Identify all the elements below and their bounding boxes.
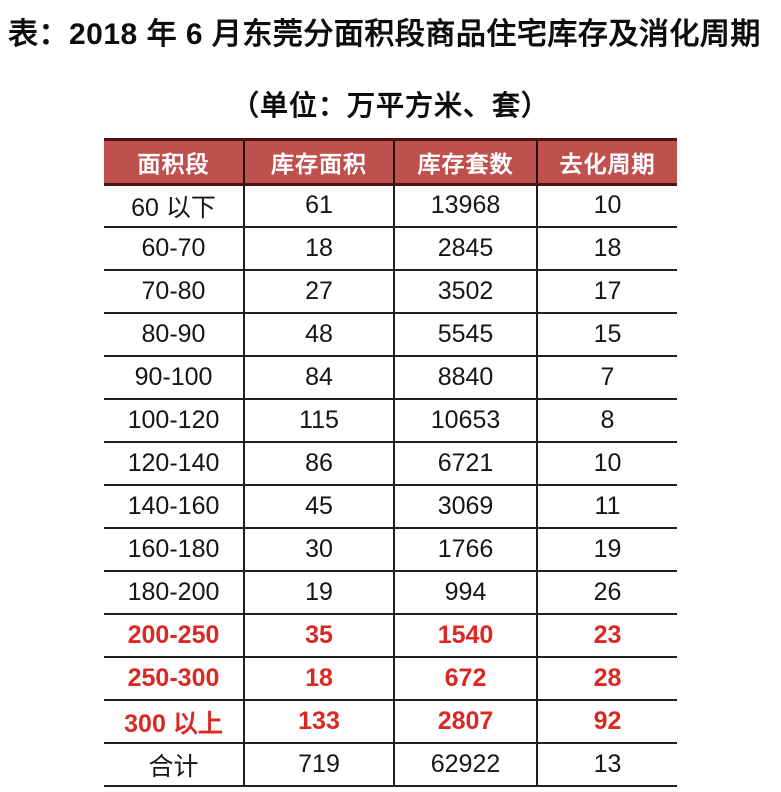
inventory-table: 面积段 库存面积 库存套数 去化周期 60 以下 61 13968 10 60-70 18 284…: [104, 137, 677, 787]
table-cell: 27: [243, 270, 394, 314]
table-row: 100-120 115 10653 8: [104, 399, 677, 443]
table-cell: 70-80: [104, 270, 244, 314]
table-cell: 合计: [104, 743, 244, 787]
table-cell: 19: [243, 571, 394, 615]
table-cell: 300 以上: [104, 700, 244, 744]
table-cell: 140-160: [104, 485, 244, 529]
table-cell: 994: [393, 571, 537, 615]
table-cell: 62922: [393, 743, 537, 787]
table-cell: 672: [393, 657, 537, 701]
table-row: 300 以上 133 2807 92: [104, 700, 677, 744]
table-cell: 719: [243, 743, 394, 787]
table-cell: 18: [536, 227, 677, 271]
column-header: 面积段: [104, 137, 244, 186]
table-body: 60 以下 61 13968 10 60-70 18 2845 18 70-80 27 3502 17…: [104, 184, 677, 787]
table-row: 80-90 48 5545 15: [104, 313, 677, 357]
table-row: 90-100 84 8840 7: [104, 356, 677, 400]
table-cell: 35: [243, 614, 394, 658]
table-cell: 90-100: [104, 356, 244, 400]
table-cell: 10: [536, 184, 677, 228]
table-cell: 15: [536, 313, 677, 357]
column-header: 去化周期: [536, 137, 677, 186]
table-cell: 3069: [393, 485, 537, 529]
table-cell: 2807: [393, 700, 537, 744]
table-cell: 8840: [393, 356, 537, 400]
table-cell: 60-70: [104, 227, 244, 271]
table-cell: 61: [243, 184, 394, 228]
table-cell: 7: [536, 356, 677, 400]
table-cell: 2845: [393, 227, 537, 271]
table-row: 60 以下 61 13968 10: [104, 184, 677, 228]
table-row: 120-140 86 6721 10: [104, 442, 677, 486]
table-cell: 60 以下: [104, 184, 244, 228]
table-cell: 1766: [393, 528, 537, 572]
table-cell: 180-200: [104, 571, 244, 615]
table-cell: 6721: [393, 442, 537, 486]
table-cell: 200-250: [104, 614, 244, 658]
column-header: 库存面积: [243, 137, 394, 186]
table-cell: 23: [536, 614, 677, 658]
table-row: 70-80 27 3502 17: [104, 270, 677, 314]
table-cell: 92: [536, 700, 677, 744]
table-cell: 10: [536, 442, 677, 486]
table-cell: 1540: [393, 614, 537, 658]
table-row: 合计 719 62922 13: [104, 743, 677, 787]
column-header: 库存套数: [393, 137, 537, 186]
table-cell: 19: [536, 528, 677, 572]
table-cell: 250-300: [104, 657, 244, 701]
table-row: 140-160 45 3069 11: [104, 485, 677, 529]
table-cell: 18: [243, 227, 394, 271]
table-cell: 48: [243, 313, 394, 357]
table-cell: 115: [243, 399, 394, 443]
table-cell: 84: [243, 356, 394, 400]
table-cell: 80-90: [104, 313, 244, 357]
table-cell: 133: [243, 700, 394, 744]
table-cell: 11: [536, 485, 677, 529]
table-title: 表：2018 年 6 月东莞分面积段商品住宅库存及消化周期: [8, 18, 761, 51]
table-cell: 26: [536, 571, 677, 615]
table-cell: 30: [243, 528, 394, 572]
table-cell: 17: [536, 270, 677, 314]
table-cell: 3502: [393, 270, 537, 314]
table-cell: 120-140: [104, 442, 244, 486]
table-row: 200-250 35 1540 23: [104, 614, 677, 658]
table-cell: 160-180: [104, 528, 244, 572]
table-cell: 86: [243, 442, 394, 486]
header-row: 面积段 库存面积 库存套数 去化周期: [104, 137, 677, 186]
table-row: 250-300 18 672 28: [104, 657, 677, 701]
table-cell: 18: [243, 657, 394, 701]
table-cell: 100-120: [104, 399, 244, 443]
table-row: 180-200 19 994 26: [104, 571, 677, 615]
table-row: 160-180 30 1766 19: [104, 528, 677, 572]
table-cell: 28: [536, 657, 677, 701]
table-cell: 10653: [393, 399, 537, 443]
table-cell: 5545: [393, 313, 537, 357]
unit-note: （单位：万平方米、套）: [230, 89, 550, 121]
table-cell: 13968: [393, 184, 537, 228]
table-cell: 13: [536, 743, 677, 787]
table-cell: 8: [536, 399, 677, 443]
table-cell: 45: [243, 485, 394, 529]
table-row: 60-70 18 2845 18: [104, 227, 677, 271]
